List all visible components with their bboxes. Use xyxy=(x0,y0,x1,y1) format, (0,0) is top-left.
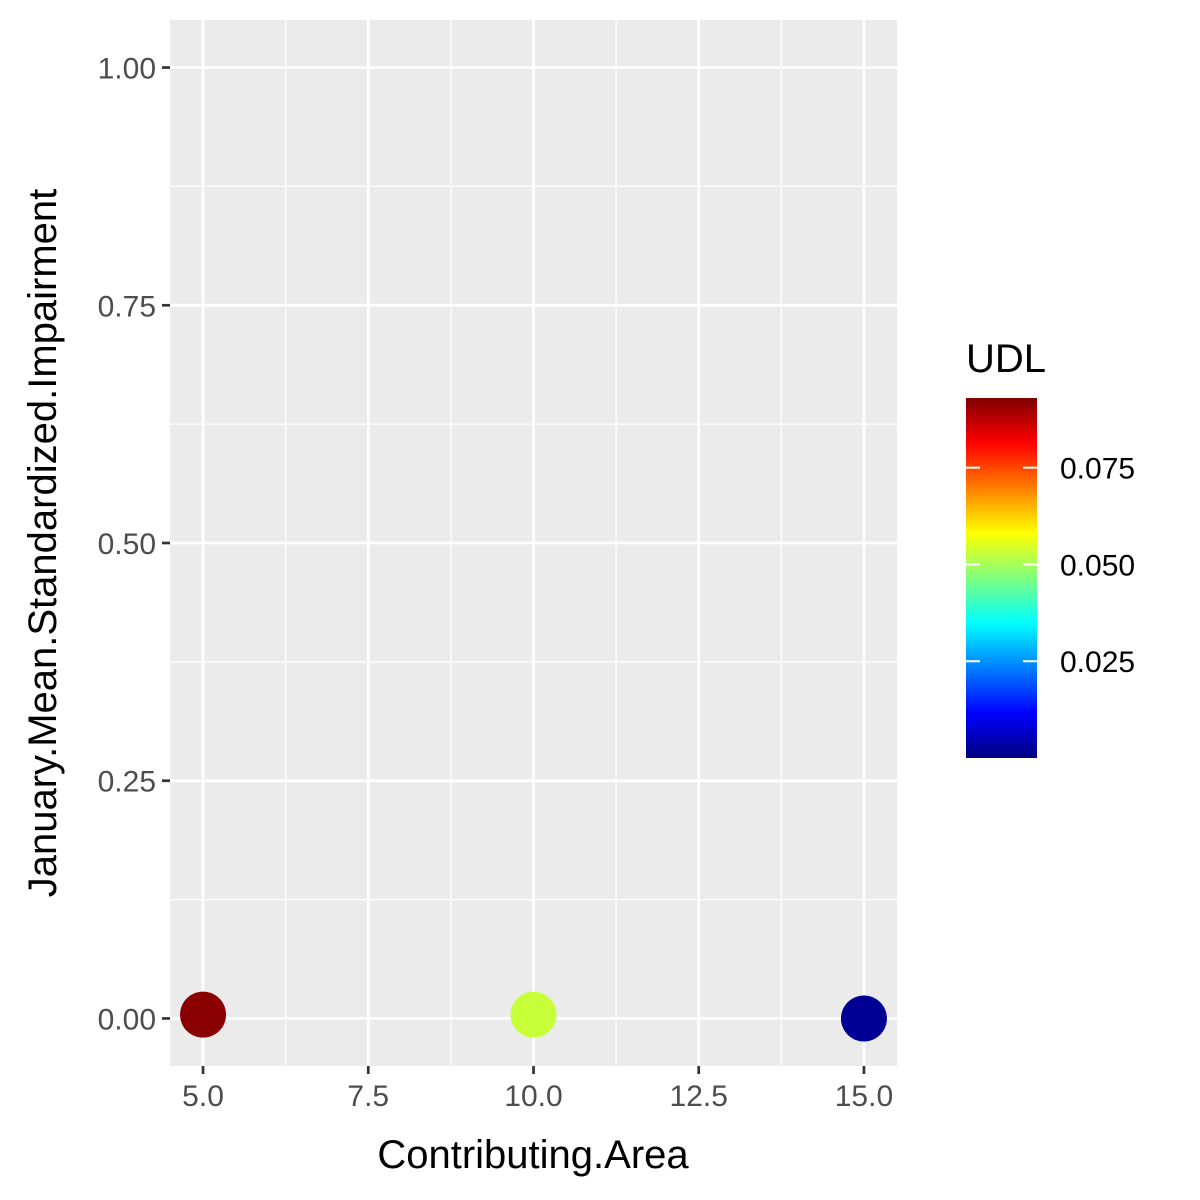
y-tick-label: 0.75 xyxy=(98,290,156,323)
data-points xyxy=(180,991,887,1042)
y-tick-label: 0.25 xyxy=(98,766,156,799)
legend-ticks: 0.075 0.050 0.025 xyxy=(966,453,1135,679)
x-axis-title: Contributing.Area xyxy=(377,1133,689,1177)
data-point xyxy=(840,995,887,1042)
legend-tick-label: 0.050 xyxy=(1060,549,1135,582)
legend-colorbar xyxy=(966,398,1037,758)
x-tick-label: 10.0 xyxy=(504,1080,562,1113)
y-axis: 0.00 0.25 0.50 0.75 1.00 xyxy=(98,53,170,1036)
legend-tick-label: 0.075 xyxy=(1060,453,1135,486)
x-axis: 5.0 7.5 10.0 12.5 15.0 xyxy=(182,1066,893,1113)
y-axis-title: January.Mean.Standardized.Impairment xyxy=(21,189,65,898)
data-point xyxy=(510,991,557,1038)
legend-tick-label: 0.025 xyxy=(1060,646,1135,679)
y-tick-label: 0.50 xyxy=(98,528,156,561)
data-point xyxy=(180,991,227,1038)
x-tick-label: 12.5 xyxy=(670,1080,728,1113)
color-legend: UDL 0.075 0.050 0.025 xyxy=(966,337,1135,758)
legend-title: UDL xyxy=(966,337,1046,381)
y-tick-label: 1.00 xyxy=(98,53,156,86)
y-tick-label: 0.00 xyxy=(98,1003,156,1036)
x-tick-label: 7.5 xyxy=(347,1080,389,1113)
x-tick-label: 5.0 xyxy=(182,1080,224,1113)
x-tick-label: 15.0 xyxy=(835,1080,893,1113)
